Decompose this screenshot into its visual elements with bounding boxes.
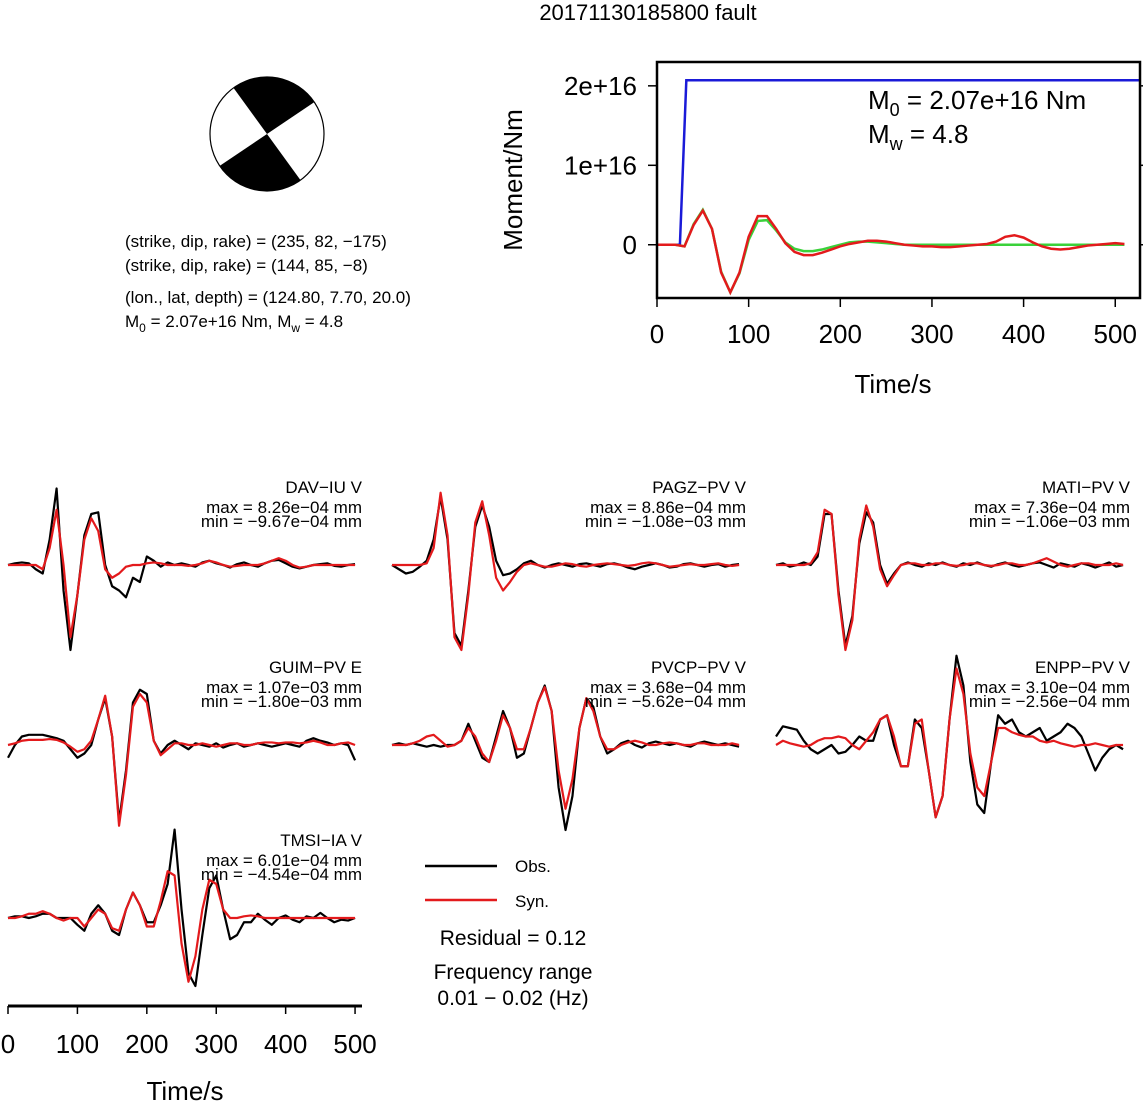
text-part: = 2.07e+16 Nm, M (146, 312, 292, 331)
min-label: min = −1.80e−03 mm (201, 692, 362, 711)
min-label: min = −9.67e−04 mm (201, 512, 362, 531)
residual: Residual = 0.12 (440, 927, 587, 950)
waveform (392, 491, 740, 652)
waveform (392, 686, 740, 810)
x-tick-label: 0 (1, 1029, 15, 1059)
waveform (7, 828, 356, 988)
x-tick-label: 500 (1094, 319, 1137, 349)
x-tick-label: 200 (125, 1029, 168, 1059)
station-label: GUIM−PV E (269, 658, 362, 677)
subscript: 0 (139, 321, 146, 335)
subscript: w (290, 321, 300, 335)
max-label: max = 6.01e−04 mm (206, 851, 362, 870)
annotation: Mw = 4.8 (868, 119, 968, 154)
min-label: min = −5.62e−04 mm (585, 692, 746, 711)
annotation: M0 = 2.07e+16 Nm (868, 85, 1086, 120)
text-part: = 4.8 (903, 119, 969, 149)
x-tick-label: 100 (56, 1029, 99, 1059)
x-axis-label: Time/s (146, 1076, 223, 1104)
waveform (775, 667, 1124, 819)
compressional-quadrant (233, 76, 315, 134)
station-label: MATI−PV V (1042, 478, 1131, 497)
y-tick-label: 2e+16 (564, 71, 637, 101)
legend-label: Obs. (515, 857, 551, 876)
station-label: PVCP−PV V (651, 658, 747, 677)
waveform (8, 508, 356, 639)
subscript: 0 (890, 100, 900, 120)
y-tick-label: 0 (623, 230, 637, 260)
y-axis-label: Moment/Nm (498, 109, 528, 251)
max-label: max = 8.86e−04 mm (590, 498, 746, 517)
frequency-label: Frequency range (434, 961, 593, 984)
legend-label: Syn. (515, 892, 549, 911)
min-label: min = −1.08e−03 mm (585, 512, 746, 531)
x-tick-label: 0 (650, 319, 664, 349)
text-part: M (868, 119, 890, 149)
y-tick-label: 1e+16 (564, 150, 637, 180)
waveform (7, 692, 356, 827)
max-label: max = 3.68e−04 mm (590, 678, 746, 697)
waveform (8, 870, 356, 983)
figure-title: 20171130185800 fault (539, 0, 756, 25)
max-label: max = 8.26e−04 mm (206, 498, 362, 517)
x-tick-label: 300 (195, 1029, 238, 1059)
subscript: w (889, 134, 904, 154)
station-label: TMSI−IA V (280, 831, 362, 850)
mechanism-line: (strike, dip, rake) = (235, 82, −175) (125, 232, 387, 251)
mechanism-line: (lon., lat, depth) = (124.80, 7.70, 20.0… (125, 288, 411, 307)
station-label: DAV−IU V (285, 478, 362, 497)
max-label: max = 7.36e−04 mm (974, 498, 1130, 517)
x-tick-label: 300 (910, 319, 953, 349)
x-tick-label: 500 (333, 1029, 376, 1059)
min-label: min = −2.56e−04 mm (969, 692, 1130, 711)
min-label: min = −4.54e−04 mm (201, 865, 362, 884)
max-label: max = 1.07e−03 mm (206, 678, 362, 697)
min-label: min = −1.06e−03 mm (969, 512, 1130, 531)
text-part: M (868, 85, 890, 115)
series-line (657, 208, 1125, 296)
station-label: PAGZ−PV V (652, 478, 746, 497)
plot-frame (655, 60, 1142, 300)
station-label: ENPP−PV V (1035, 658, 1131, 677)
waveform (776, 504, 1124, 652)
moment-summary: M0 = 2.07e+16 Nm, Mw = 4.8 (125, 312, 343, 335)
x-tick-label: 400 (1002, 319, 1045, 349)
compressional-quadrant (219, 134, 301, 192)
beach-ball (209, 76, 325, 192)
x-tick-label: 100 (727, 319, 770, 349)
max-label: max = 3.10e−04 mm (974, 678, 1130, 697)
x-tick-label: 400 (264, 1029, 307, 1059)
text-part: = 4.8 (300, 312, 343, 331)
text-part: M (125, 312, 139, 331)
mechanism-line: (strike, dip, rake) = (144, 85, −8) (125, 256, 368, 275)
frequency-range: 0.01 − 0.02 (Hz) (437, 987, 588, 1010)
x-tick-label: 200 (819, 319, 862, 349)
x-axis-label: Time/s (854, 369, 931, 399)
text-part: = 2.07e+16 Nm (900, 85, 1086, 115)
